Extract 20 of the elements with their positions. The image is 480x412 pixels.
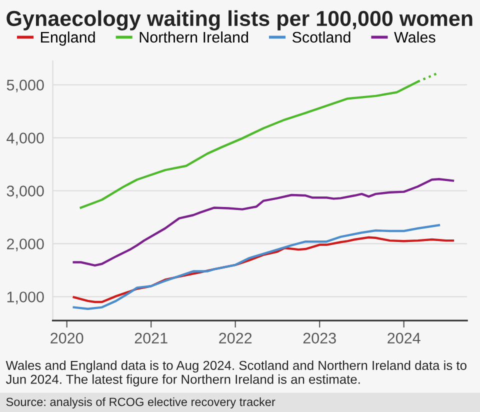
y-tick-label: 4,000 [6, 132, 44, 146]
line-series [72, 178, 454, 267]
y-tick-label: 5,000 [6, 80, 44, 92]
y-tick-label: 3,000 [6, 186, 44, 198]
x-tick-label: 2023 [303, 332, 336, 344]
legend-label: England [41, 31, 95, 46]
legend-label: Northern Ireland [140, 31, 248, 43]
source-note: Source: analysis of RCOG elective recovery tracker [6, 397, 276, 408]
x-tick-label: 2021 [134, 332, 168, 344]
line-series [72, 224, 440, 310]
y-tick-label: 1,000 [7, 292, 44, 304]
x-tick-label: 2020 [50, 332, 84, 344]
legend-label: Scotland [292, 31, 350, 43]
y-tick-label: 2,000 [7, 238, 44, 252]
line-series [72, 236, 454, 304]
legend-label: Wales [394, 31, 436, 43]
text: Wales and England data is to Aug 2024. Scotland and Northern Ireland data is to Jun 2024. The latest figure for Northern Ireland is an estimate. [6, 360, 466, 386]
chart-title: Gynaecology waiting lists per 100,000 women [6, 10, 472, 30]
x-tick-label: 2022 [219, 332, 252, 344]
x-tick-label: 2024 [388, 332, 420, 344]
